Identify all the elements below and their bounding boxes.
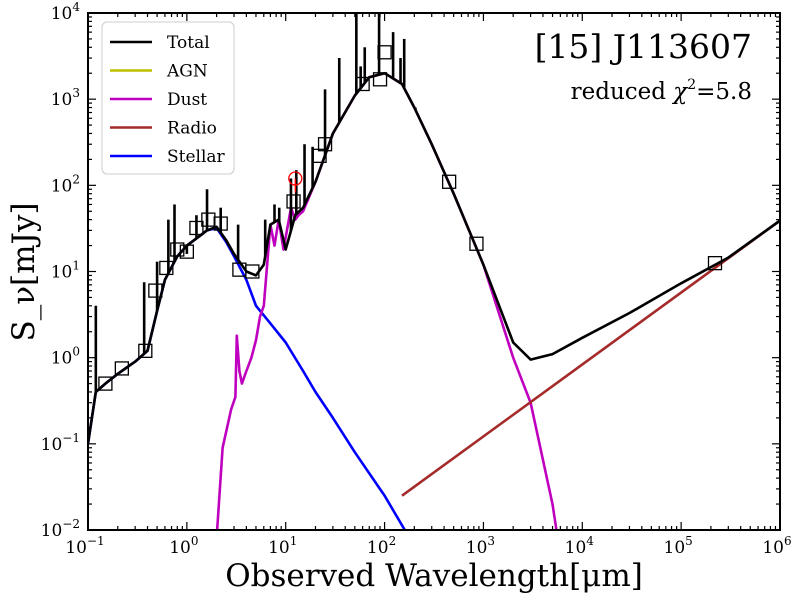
- fit-annotation: reduced χ2=5.8: [571, 77, 752, 105]
- x-tick-labels: 10−1 100 101 102 103 104 105 106: [65, 534, 791, 558]
- legend: Total AGN Dust Radio Stellar: [101, 21, 235, 175]
- y-tick-label: 102: [51, 172, 80, 196]
- photometry-point: [98, 376, 113, 391]
- legend-box: [101, 21, 235, 175]
- legend-label-stellar: Stellar: [167, 147, 226, 167]
- photometry-point: [179, 244, 195, 259]
- photometry-point: [189, 220, 204, 236]
- photometry-point: [286, 194, 301, 209]
- y-tick-labels: 10−2 10−1 100 101 102 103 104: [41, 0, 81, 541]
- photometry-point: [159, 260, 174, 276]
- photometry-point: [317, 137, 333, 152]
- photometry-point: [138, 343, 153, 358]
- fit-annotation-exponent: 2: [687, 77, 696, 93]
- photometry-point: [170, 242, 185, 257]
- photometry-point: [114, 361, 130, 376]
- x-tick-label: 106: [762, 534, 791, 558]
- photometry-point: [377, 45, 392, 60]
- y-axis-title: S_ν[mJy]: [6, 202, 42, 341]
- photometry-point: [312, 148, 327, 163]
- y-tick-label: 104: [51, 0, 81, 24]
- emission-lines-layer: [94, 13, 417, 392]
- photometry-point: [441, 174, 457, 189]
- y-tick-label: 100: [51, 345, 80, 369]
- y-tick-label: 10−2: [41, 517, 80, 541]
- legend-items: Total AGN Dust Radio Stellar: [110, 33, 226, 167]
- photometry-point: [707, 255, 723, 271]
- legend-label-dust: Dust: [167, 90, 207, 110]
- legend-label-agn: AGN: [166, 62, 208, 82]
- photometry-point: [213, 216, 228, 231]
- fit-annotation-chi: χ: [671, 79, 689, 105]
- x-tick-label: 101: [268, 534, 297, 558]
- photometry-point: [201, 212, 216, 227]
- x-tick-label: 102: [367, 534, 396, 558]
- y-tick-label: 101: [51, 259, 80, 283]
- photometry-point: [355, 76, 370, 92]
- series-radio-line: [401, 219, 780, 497]
- x-tick-label: 105: [664, 534, 693, 558]
- x-tick-label: 104: [565, 534, 595, 558]
- chart-title: [15] J113607: [535, 27, 752, 66]
- plot-frame: [87, 12, 781, 531]
- legend-label-total: Total: [167, 33, 210, 53]
- photometry-point: [469, 236, 484, 251]
- photometry-point: [245, 264, 260, 279]
- photometry-layer: [98, 45, 723, 391]
- y-tick-label: 103: [51, 86, 80, 110]
- photometry-point: [372, 72, 388, 87]
- y-tick-label: 10−1: [41, 431, 80, 455]
- x-tick-label: 10−1: [65, 534, 104, 558]
- fit-annotation-value: =5.8: [696, 79, 752, 105]
- fit-annotation-prefix: reduced: [571, 79, 674, 105]
- photometry-point: [148, 283, 163, 298]
- legend-label-radio: Radio: [167, 119, 217, 139]
- x-tick-label: 103: [466, 534, 495, 558]
- x-tick-label: 100: [169, 534, 198, 558]
- series-dust-line: [215, 71, 558, 530]
- x-axis-title: Observed Wavelength[μm]: [225, 558, 643, 594]
